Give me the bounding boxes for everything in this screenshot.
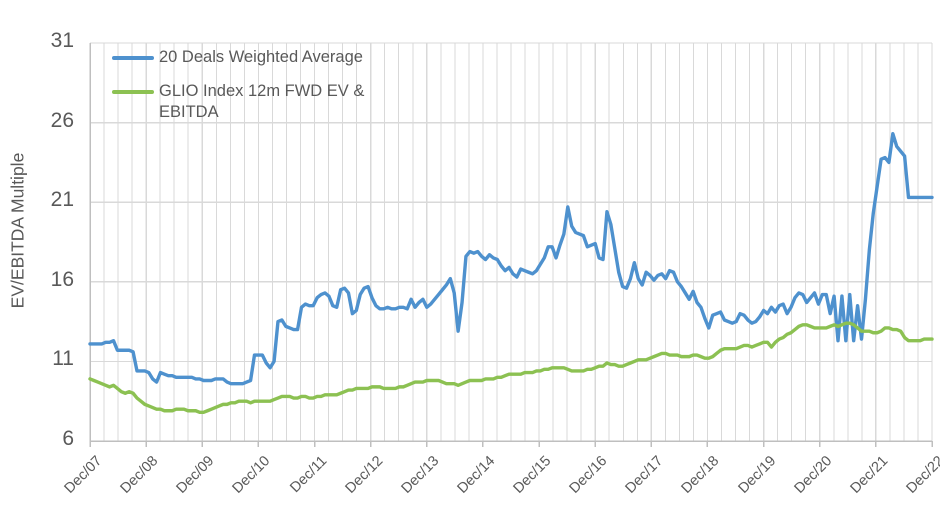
series-line-2 — [88, 321, 934, 415]
y-axis-tick-16: 16 — [50, 267, 74, 291]
y-axis-tick-6: 6 — [62, 427, 74, 450]
legend-swatch-series-2 — [112, 90, 154, 95]
legend-label-series-1: 20 Deals Weighted Average — [159, 48, 363, 66]
y-axis-tick-11: 11 — [52, 347, 74, 371]
major-vertical-gridlines — [89, 43, 933, 441]
y-axis-tick-31: 31 — [50, 29, 74, 52]
legend-item-20-deals-weighted-average: 20 Deals Weighted Average — [112, 47, 442, 68]
axis-tick-marks — [89, 441, 933, 447]
y-axis-tick-26: 26 — [50, 108, 74, 132]
series-line-1 — [88, 132, 934, 386]
legend-item-glio-index: GLIO Index 12m FWD EV & EBITDA — [112, 81, 442, 123]
legend-swatch-series-1 — [112, 56, 154, 60]
axis-lines — [89, 43, 932, 442]
y-axis-tick-21: 21 — [50, 188, 74, 212]
legend-label-series-2: GLIO Index 12m FWD EV & EBITDA — [159, 82, 365, 122]
y-axis-tick-labels: 6 11 16 21 26 31 — [12, 0, 74, 509]
horizontal-gridlines — [90, 42, 932, 363]
data-series-layer — [88, 132, 934, 415]
chart-legend: 20 Deals Weighted Average GLIO Index 12m… — [112, 47, 442, 136]
